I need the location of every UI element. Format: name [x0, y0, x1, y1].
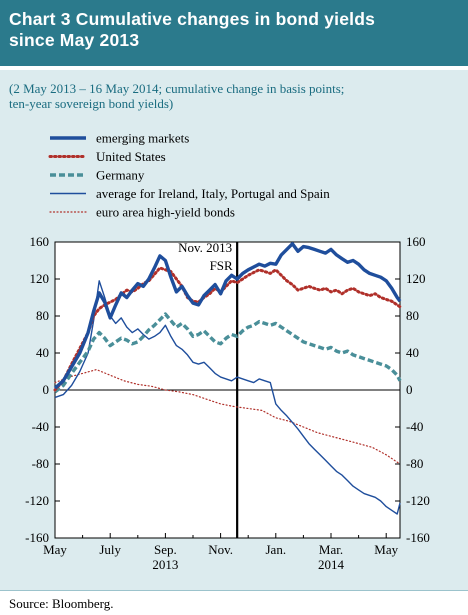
y-tick-label-left: 40 [36, 345, 49, 360]
chart-title: Chart 3 Cumulative changes in bond yield… [9, 9, 449, 51]
x-tick-label: May [374, 542, 398, 557]
series-line-germany [53, 312, 402, 394]
y-tick-label-left: 160 [30, 234, 50, 249]
chart-subtitle: (2 May 2013 – 16 May 2014; cumulative ch… [9, 81, 459, 111]
y-tick-label-right: -80 [406, 456, 423, 471]
x-tick-label: Sep. [154, 542, 177, 557]
line-chart: -160 -160 -120 -120 -80 -80 -40 -40 0 0 40 40 80 80 12… [25, 131, 430, 573]
series-line-average-for-ireland-italy-portugal-and-spain [54, 280, 401, 515]
fsr-annotation-line2: FSR [210, 258, 233, 273]
legend-label-united-states: United States [96, 149, 166, 164]
x-tick-label: Jan. [266, 542, 287, 557]
y-tick-label-left: 0 [43, 382, 50, 397]
y-tick-label-right: 40 [406, 345, 419, 360]
y-tick-label-right: 0 [406, 382, 413, 397]
x-tick-label: May [43, 542, 67, 557]
source-note: Source: Bloomberg. [9, 596, 114, 611]
x-tick-label: July [99, 542, 121, 557]
y-tick-label-right: 80 [406, 308, 419, 323]
y-tick-label-left: -160 [25, 530, 49, 545]
divider [0, 590, 468, 591]
y-tick-label-left: -120 [25, 493, 49, 508]
subtitle-line2: ten-year sovereign bond yields) [9, 96, 174, 111]
chart-title-banner: Chart 3 Cumulative changes in bond yield… [0, 0, 468, 66]
x-tick-label: Nov. [208, 542, 233, 557]
x-year-label: 2013 [152, 557, 178, 572]
subtitle-line1: (2 May 2013 – 16 May 2014; cumulative ch… [9, 81, 345, 96]
chart-title-line2: since May 2013 [9, 30, 140, 50]
y-tick-label-right: 160 [406, 234, 426, 249]
chart-title-line1: Chart 3 Cumulative changes in bond yield… [9, 9, 376, 29]
y-tick-label-left: -40 [32, 419, 49, 434]
y-tick-label-right: 120 [406, 271, 426, 286]
y-tick-label-left: -80 [32, 456, 49, 471]
y-tick-label-right: -160 [406, 530, 430, 545]
x-year-label: 2014 [318, 557, 345, 572]
y-tick-label-right: -120 [406, 493, 430, 508]
legend-label-emerging-markets: emerging markets [96, 131, 189, 146]
legend-label-germany: Germany [96, 168, 145, 183]
y-tick-label-left: 120 [30, 271, 50, 286]
series-line-euro-area-high-yield-bonds [54, 369, 401, 465]
legend-label-euro-area-high-yield-bonds: euro area high-yield bonds [96, 205, 235, 220]
fsr-annotation-line1: Nov. 2013 [178, 240, 232, 255]
series-line-emerging-markets [53, 242, 402, 390]
x-tick-label: Mar. [319, 542, 343, 557]
y-tick-label-left: 80 [36, 308, 49, 323]
y-tick-label-right: -40 [406, 419, 423, 434]
legend-label-average-for-ireland-italy-portugal-and-spain: average for Ireland, Italy, Portugal and… [96, 186, 330, 201]
